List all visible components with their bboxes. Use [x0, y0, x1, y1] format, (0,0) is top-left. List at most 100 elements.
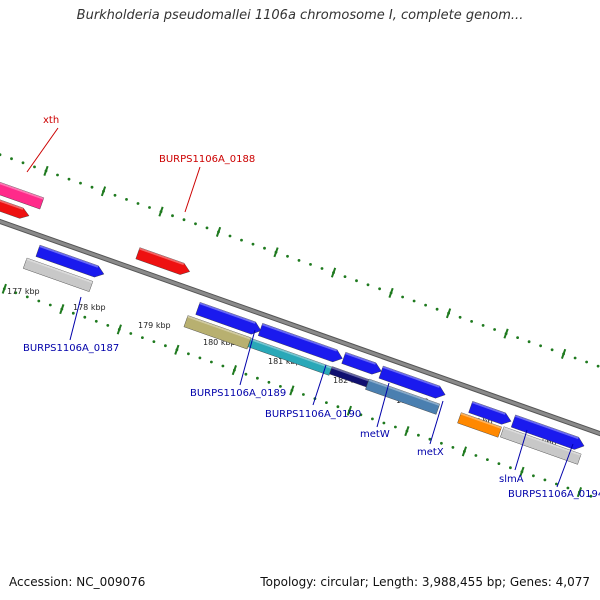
- tick-dot: [382, 421, 386, 425]
- tick-dot: [532, 474, 535, 478]
- feature-unlabeled-13[interactable]: [468, 401, 512, 425]
- feature-label: BURPS1106A_0188: [159, 154, 255, 165]
- feature-label: BURPS1106A_0187: [23, 343, 119, 354]
- tick-dot: [550, 348, 554, 352]
- feature-burps1106a_0190[interactable]: [247, 338, 333, 376]
- tick-dot: [33, 165, 36, 169]
- upper-major-tick: [215, 226, 222, 237]
- tick-dot: [125, 198, 128, 201]
- tick-dot: [171, 214, 174, 218]
- tick-dot: [129, 332, 133, 335]
- feature-highlight: [471, 401, 506, 415]
- leader-line: [514, 429, 528, 471]
- tick-dot: [263, 246, 266, 250]
- tick-dot: [25, 295, 29, 299]
- tick-dot: [458, 315, 462, 319]
- feature-highlight: [139, 247, 185, 266]
- backbone-layer: [0, 218, 600, 437]
- tick-dot: [37, 299, 41, 303]
- tick-dot: [509, 466, 512, 470]
- tick-label: 177 kbp: [7, 287, 40, 296]
- feature-highlight: [0, 199, 24, 210]
- tick-dot: [371, 417, 374, 421]
- feature-label: BURPS1106A_0194: [508, 489, 600, 500]
- feature-highlight: [514, 414, 579, 440]
- feature-metx[interactable]: [365, 378, 441, 415]
- feature-burps1106a_0188[interactable]: [135, 247, 191, 275]
- tick-dot: [585, 360, 588, 364]
- feature-unlabeled-11[interactable]: [378, 365, 446, 399]
- lower-major-tick: [231, 365, 237, 376]
- tick-dot: [589, 494, 593, 498]
- tick-dot: [543, 478, 547, 482]
- tick-dot: [497, 462, 501, 465]
- tick-dot: [343, 275, 347, 278]
- feature-highlight: [460, 412, 502, 429]
- tick-dot: [470, 320, 473, 323]
- feature-highlight: [382, 365, 440, 388]
- tick-dot: [106, 324, 110, 327]
- tick-dot: [378, 287, 381, 291]
- tick-dot: [152, 340, 156, 343]
- tick-dot: [539, 344, 542, 348]
- feature-burps1106a_0189[interactable]: [183, 315, 252, 350]
- feature-label: xth: [43, 115, 59, 126]
- tick-dot: [164, 344, 167, 348]
- tick-dot: [79, 181, 82, 185]
- tick-dot: [141, 336, 144, 339]
- tick-dot: [428, 437, 432, 441]
- feature-highlight: [331, 366, 369, 382]
- tick-dot: [596, 364, 600, 368]
- tick-dot: [182, 218, 186, 222]
- leader-line: [312, 364, 327, 406]
- lower-major-tick: [116, 324, 122, 335]
- leader-line: [184, 166, 201, 213]
- tick-dot: [0, 153, 2, 157]
- tick-dot: [244, 372, 248, 376]
- tick-dot: [21, 161, 25, 165]
- upper-major-tick: [158, 206, 164, 217]
- tick-dot: [210, 360, 213, 364]
- feature-unlabeled-1[interactable]: [0, 194, 30, 219]
- feature-highlight: [0, 182, 44, 200]
- tick-dot: [56, 173, 59, 177]
- feature-unlabeled-15[interactable]: [510, 414, 585, 450]
- tick-dot: [394, 425, 397, 429]
- feature-unlabeled-7[interactable]: [257, 323, 343, 363]
- leader-line: [429, 400, 444, 445]
- feature-burps1106a_0194[interactable]: [500, 426, 582, 465]
- tick-dot: [366, 283, 370, 287]
- feature-label: slmA: [499, 474, 524, 485]
- leader-line: [376, 382, 390, 428]
- tick-dot: [71, 311, 75, 315]
- tick-label: 178 kbp: [73, 303, 106, 312]
- feature-label: metX: [417, 447, 444, 458]
- tick-dot: [412, 299, 416, 303]
- feature-highlight: [368, 379, 440, 406]
- feature-unlabeled-5[interactable]: [195, 302, 262, 335]
- summary-text: Topology: circular; Length: 3,988,455 bp…: [260, 575, 590, 589]
- leader-line: [239, 329, 256, 386]
- tick-dot: [320, 267, 324, 270]
- tick-dot: [486, 458, 489, 461]
- accession-text: Accession: NC_009076: [9, 575, 146, 589]
- feature-burps1106a_0187[interactable]: [22, 257, 94, 292]
- tick-dot: [240, 238, 243, 242]
- tick-dot: [297, 259, 301, 262]
- tick-dot: [555, 482, 558, 486]
- feature-slma[interactable]: [457, 412, 502, 438]
- feature-label: metW: [360, 429, 390, 440]
- tick-dot: [256, 376, 259, 380]
- tick-dot: [440, 441, 443, 445]
- feature-xth[interactable]: [0, 178, 45, 210]
- tick-dot: [474, 454, 478, 457]
- tick-dot: [187, 352, 190, 356]
- feature-unlabeled-3[interactable]: [35, 244, 105, 278]
- feature-unlabeled-9[interactable]: [341, 351, 382, 375]
- upper-major-tick: [503, 328, 509, 339]
- upper-major-tick: [560, 348, 567, 359]
- upper-major-tick: [273, 247, 279, 258]
- tick-dot: [493, 328, 496, 331]
